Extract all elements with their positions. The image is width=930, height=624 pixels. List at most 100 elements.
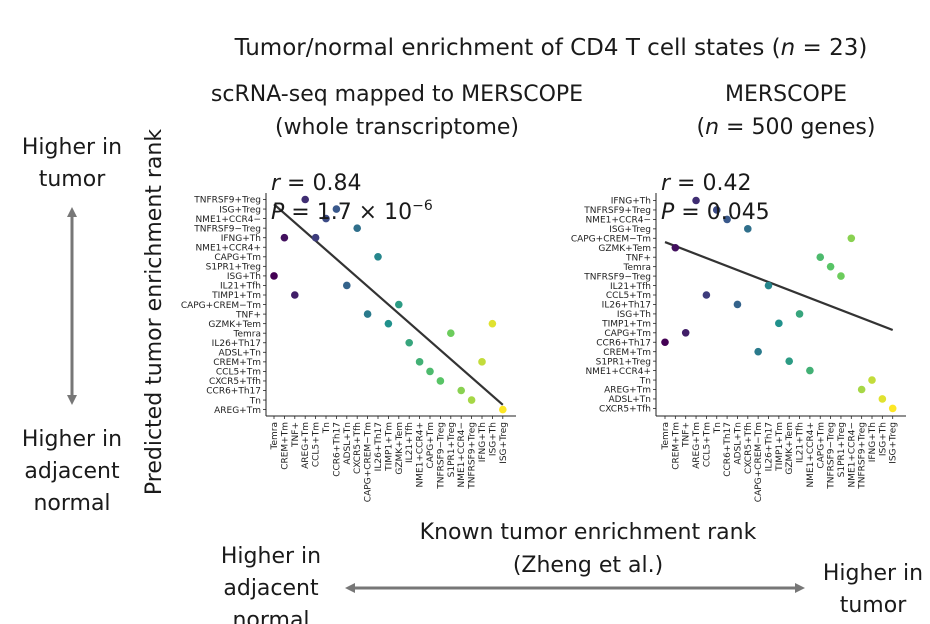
y-tick-label: GZMK+Tem <box>208 320 261 330</box>
y-tick-label: TIMP1+Tm <box>601 320 651 330</box>
x-tick-label: TNFRSF9+Treg <box>468 422 478 490</box>
left-label-tumor-line1: Higher in <box>22 135 122 160</box>
x-tick-label: Temra <box>270 422 280 451</box>
panel1-stat-r: r = 0.84 <box>271 171 361 196</box>
data-point <box>681 329 690 337</box>
y-tick-label: ISG+Th <box>227 272 261 282</box>
y-tick-label: NME1+CCR4+ <box>195 243 261 253</box>
x-tick-label: TNFRSF9−Treg <box>436 422 446 490</box>
data-point <box>692 196 700 205</box>
y-tick-label: TNFRSF9−Treg <box>193 224 261 234</box>
x-tick-label: CAPG+CREM−Tm <box>364 422 374 502</box>
y-tick-label: Temra <box>623 263 652 273</box>
panel2-plot: IFNG+ThTNFRSF9+TregNME1+CCR4−ISG+TregCAP… <box>571 171 906 502</box>
y-tick-label: ADSL+Tn <box>218 349 261 359</box>
panel1-title-line2: (whole transcriptome) <box>275 115 519 140</box>
data-point <box>405 338 414 347</box>
x-axis-label-line2: (Zheng et al.) <box>513 553 663 578</box>
data-point <box>712 206 721 214</box>
y-tick-label: CREM+Tm <box>213 358 261 368</box>
data-point <box>806 366 814 375</box>
y-tick-label: CAPG+CREM−Tm <box>571 235 651 245</box>
y-tick-label: TNF+ <box>235 310 261 320</box>
panel1-title-line1: scRNA-seq mapped to MERSCOPE <box>211 82 583 107</box>
data-point <box>384 319 393 328</box>
y-tick-label: CREM+Tm <box>603 348 651 358</box>
y-tick-label: NME1+CCR4− <box>585 216 651 226</box>
data-point <box>733 300 742 309</box>
regression-line <box>273 203 504 406</box>
x-tick-label: NME1+CCR4− <box>847 422 857 488</box>
y-tick-label: TNFRSF9+Treg <box>583 206 651 216</box>
x-tick-label: NME1+CCR4+ <box>806 422 816 488</box>
data-point <box>447 329 455 338</box>
data-point <box>826 262 835 271</box>
x-tick-label: AREG+Tm <box>692 422 702 469</box>
x-tick-label: CAPG+Tm <box>426 422 436 469</box>
y-tick-label: S1PR1+Treg <box>596 357 651 367</box>
x-tick-label: TIMP1+Tm <box>384 422 394 472</box>
x-tick-label: GZMK+Tem <box>785 422 795 475</box>
x-tick-label: IL26+Th17 <box>765 422 775 471</box>
data-point <box>478 358 486 366</box>
y-tick-label: TIMP1+Tm <box>211 291 261 301</box>
bottom-right-label-line1: Higher in <box>823 561 923 586</box>
x-tick-label: ISG+Treg <box>499 422 509 464</box>
y-tick-label: ISG+Treg <box>219 205 261 215</box>
data-point <box>754 347 762 356</box>
data-point <box>795 310 804 318</box>
x-tick-label: IFNG+Th <box>478 422 488 462</box>
y-tick-label: AREG+Tm <box>214 406 261 416</box>
y-tick-label: IL26+Th17 <box>602 301 651 311</box>
x-tick-label: TNF+ <box>682 422 692 448</box>
y-tick-label: IFNG+Th <box>611 197 651 207</box>
data-point <box>343 281 351 290</box>
x-tick-label: IL21+Tfh <box>405 422 415 463</box>
data-point <box>878 395 887 403</box>
y-tick-label: ADSL+Tn <box>608 395 651 405</box>
x-tick-label: S1PR1+Treg <box>837 422 847 477</box>
y-tick-label: CCR6+Th17 <box>596 338 651 348</box>
x-tick-label: ADSL+Tn <box>343 422 353 465</box>
x-axis-label-line1: Known tumor enrichment rank <box>420 520 757 545</box>
x-tick-label: TNFRSF9−Treg <box>827 422 837 490</box>
x-tick-label: CXCR5+Tfh <box>744 422 754 474</box>
bottom-left-label-line2: adjacent <box>223 576 319 601</box>
x-tick-label: CCR6+Th17 <box>332 422 342 477</box>
data-point <box>661 338 669 347</box>
data-point <box>764 281 773 290</box>
y-tick-label: TNFRSF9+Treg <box>193 196 261 206</box>
data-point <box>775 319 783 328</box>
x-tick-label: CAPG+CREM−Tm <box>754 422 764 502</box>
y-tick-label: IFNG+Th <box>221 234 261 244</box>
data-point <box>816 253 825 261</box>
y-tick-label: ISG+Th <box>617 310 651 320</box>
left-label-normal-line2: adjacent <box>24 459 120 484</box>
data-point <box>426 367 434 376</box>
x-tick-label: CCL5+Tm <box>702 422 712 467</box>
panel2-title-line2: (n = 500 genes) <box>697 115 876 140</box>
regression-line <box>664 241 894 331</box>
y-axis-label: Predicted tumor enrichment rank <box>142 129 167 495</box>
left-label-normal-line3: normal <box>33 491 110 516</box>
data-point <box>363 310 372 318</box>
x-tick-label: NME1+CCR4− <box>457 422 467 488</box>
x-tick-label: Tn <box>322 422 332 434</box>
data-point <box>374 252 382 261</box>
figure-title: Tumor/normal enrichment of CD4 T cell st… <box>234 35 868 61</box>
x-tick-label: IL21+Tfh <box>796 422 806 463</box>
left-label-normal-line1: Higher in <box>22 427 122 452</box>
y-tick-label: Tn <box>639 376 651 386</box>
data-point <box>291 291 299 299</box>
data-point <box>332 205 341 213</box>
data-point <box>311 233 320 242</box>
y-tick-label: TNF+ <box>625 253 651 263</box>
x-tick-label: CAPG+Tm <box>816 422 826 469</box>
data-point <box>467 396 476 404</box>
y-tick-label: TNFRSF9−Treg <box>583 272 651 282</box>
y-tick-label: Tn <box>249 396 261 406</box>
x-tick-label: ISG+Treg <box>889 422 899 464</box>
x-tick-label: CREM+Tm <box>280 422 290 470</box>
y-tick-label: IL21+Tfh <box>220 282 261 292</box>
x-tick-label: TNF+ <box>291 422 301 448</box>
